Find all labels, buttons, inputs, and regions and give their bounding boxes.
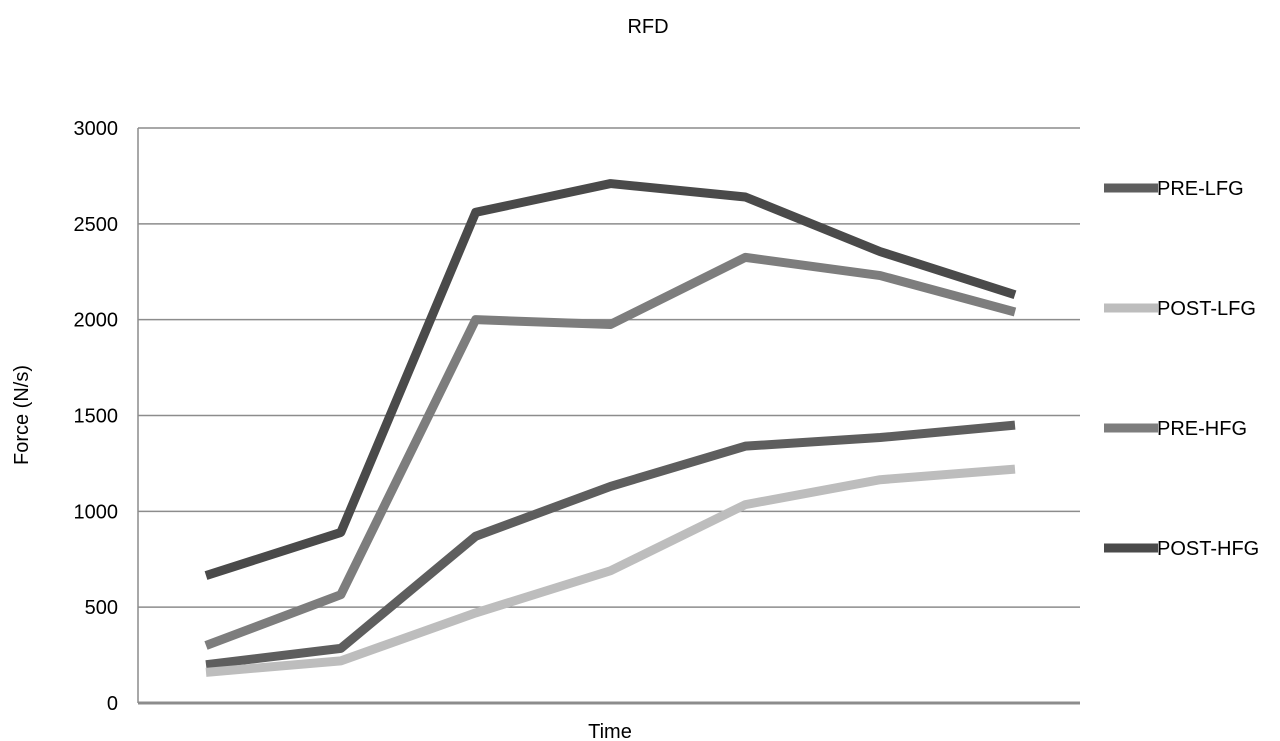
legend-item: POST-HFG	[1104, 538, 1259, 560]
series-line-pre-hfg	[204, 252, 1017, 650]
y-tick-label: 1500	[74, 406, 119, 428]
legend-label: POST-LFG	[1157, 298, 1256, 320]
y-tick-label: 0	[107, 693, 118, 715]
legend-item: PRE-HFG	[1104, 418, 1247, 440]
legend-label: POST-HFG	[1157, 538, 1259, 560]
series-line-post-lfg	[205, 464, 1016, 677]
legend: PRE-LFG POST-LFG PRE-HFG POST-HFG	[1104, 178, 1259, 560]
grid-lines	[137, 127, 1080, 703]
y-axis-ticks: 0 500 1000 1500 2000 2500 3000	[74, 118, 119, 715]
series-line-post-hfg	[204, 179, 1017, 580]
y-tick-label: 1000	[74, 501, 119, 523]
y-tick-label: 3000	[74, 118, 119, 140]
series-lines	[204, 179, 1017, 677]
legend-label: PRE-LFG	[1157, 178, 1244, 200]
chart-title: RFD	[627, 16, 668, 38]
y-tick-label: 2500	[74, 214, 119, 236]
legend-label: PRE-HFG	[1157, 418, 1247, 440]
y-tick-label: 500	[85, 597, 118, 619]
x-axis-label: Time	[588, 721, 632, 741]
y-axis-label: Force (N/s)	[11, 365, 33, 465]
y-tick-label: 2000	[74, 310, 119, 332]
legend-item: PRE-LFG	[1104, 178, 1244, 200]
legend-item: POST-LFG	[1104, 298, 1256, 320]
series-line-pre-lfg	[205, 420, 1016, 670]
